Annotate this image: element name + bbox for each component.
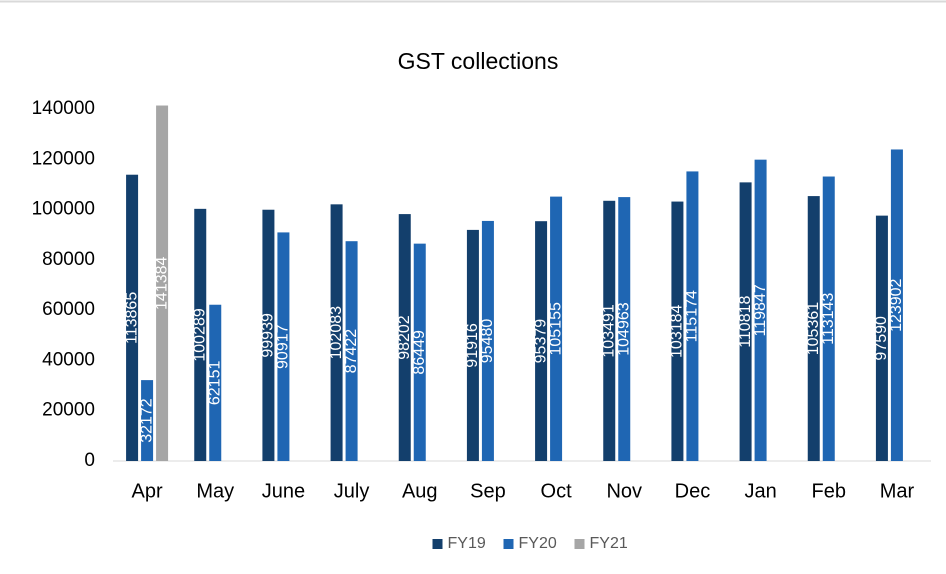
data-label: 115174 xyxy=(684,290,701,342)
chart-title: GST collections xyxy=(398,48,559,74)
x-tick-label: June xyxy=(262,480,305,502)
bar xyxy=(535,221,548,461)
bar xyxy=(618,197,631,462)
data-label: 95480 xyxy=(479,319,496,364)
bar xyxy=(466,229,479,461)
x-tick-label: Jan xyxy=(744,480,776,502)
x-tick-label: May xyxy=(196,480,234,502)
legend-label: FY19 xyxy=(448,535,486,552)
bar xyxy=(671,201,684,461)
data-label: 102083 xyxy=(328,306,345,359)
data-label: 113865 xyxy=(123,292,140,344)
x-tick-label: Aug xyxy=(402,480,438,502)
bar xyxy=(209,304,222,461)
y-tick-label: 80000 xyxy=(42,249,95,270)
bar xyxy=(890,149,903,461)
bar xyxy=(739,182,752,461)
bar xyxy=(277,232,290,461)
bar xyxy=(754,159,767,461)
bar xyxy=(330,204,343,461)
data-label: 103491 xyxy=(600,304,617,357)
legend-swatch xyxy=(574,539,585,549)
x-tick-label: Mar xyxy=(880,480,915,502)
legend-swatch xyxy=(503,539,514,549)
data-label: 105361 xyxy=(805,302,822,355)
bar xyxy=(807,196,820,461)
data-label: 110818 xyxy=(737,295,754,347)
x-tick-label: Feb xyxy=(812,480,846,502)
bar xyxy=(550,196,563,461)
y-tick-label: 60000 xyxy=(42,299,95,320)
y-tick-label: 40000 xyxy=(42,349,95,370)
data-label: 99939 xyxy=(260,313,277,358)
bar xyxy=(603,200,616,461)
legend-swatch xyxy=(432,539,443,549)
data-label: 123902 xyxy=(888,278,905,331)
data-label: 90917 xyxy=(275,324,292,369)
y-tick-label: 100000 xyxy=(32,199,95,220)
bar xyxy=(126,174,139,461)
bar xyxy=(156,105,169,461)
bar xyxy=(141,380,154,461)
y-tick-label: 120000 xyxy=(32,148,95,169)
legend-label: FY21 xyxy=(590,535,628,552)
data-label: 119847 xyxy=(752,284,769,336)
data-label: 103184 xyxy=(669,304,686,357)
data-label: 98202 xyxy=(396,315,413,360)
data-label: 87422 xyxy=(343,329,360,374)
data-label: 100289 xyxy=(191,308,208,361)
data-label: 105155 xyxy=(547,302,564,355)
legend-label: FY20 xyxy=(519,535,557,552)
x-tick-label: Nov xyxy=(606,480,642,502)
bar xyxy=(262,209,275,461)
bar xyxy=(345,241,358,461)
data-label: 91916 xyxy=(464,323,481,368)
x-tick-label: July xyxy=(334,480,370,502)
data-label: 141384 xyxy=(153,256,170,309)
bar xyxy=(398,214,411,461)
data-label: 113143 xyxy=(820,293,837,345)
bar xyxy=(822,176,835,461)
data-label: 86449 xyxy=(411,330,428,375)
bar xyxy=(413,243,426,461)
y-tick-label: 140000 xyxy=(32,98,95,119)
bar xyxy=(194,208,207,461)
data-label: 95379 xyxy=(532,319,549,364)
x-tick-label: Apr xyxy=(132,480,163,502)
y-tick-label: 20000 xyxy=(42,400,95,421)
data-label: 62151 xyxy=(206,361,223,406)
x-tick-label: Dec xyxy=(675,480,711,502)
bar xyxy=(481,220,494,461)
x-tick-label: Sep xyxy=(470,480,506,502)
bar xyxy=(875,215,888,461)
y-tick-label: 0 xyxy=(84,450,95,471)
data-label: 32172 xyxy=(138,398,155,443)
bar xyxy=(686,171,699,461)
data-label: 104963 xyxy=(615,302,632,355)
x-tick-label: Oct xyxy=(541,480,573,502)
data-label: 97590 xyxy=(873,316,890,361)
